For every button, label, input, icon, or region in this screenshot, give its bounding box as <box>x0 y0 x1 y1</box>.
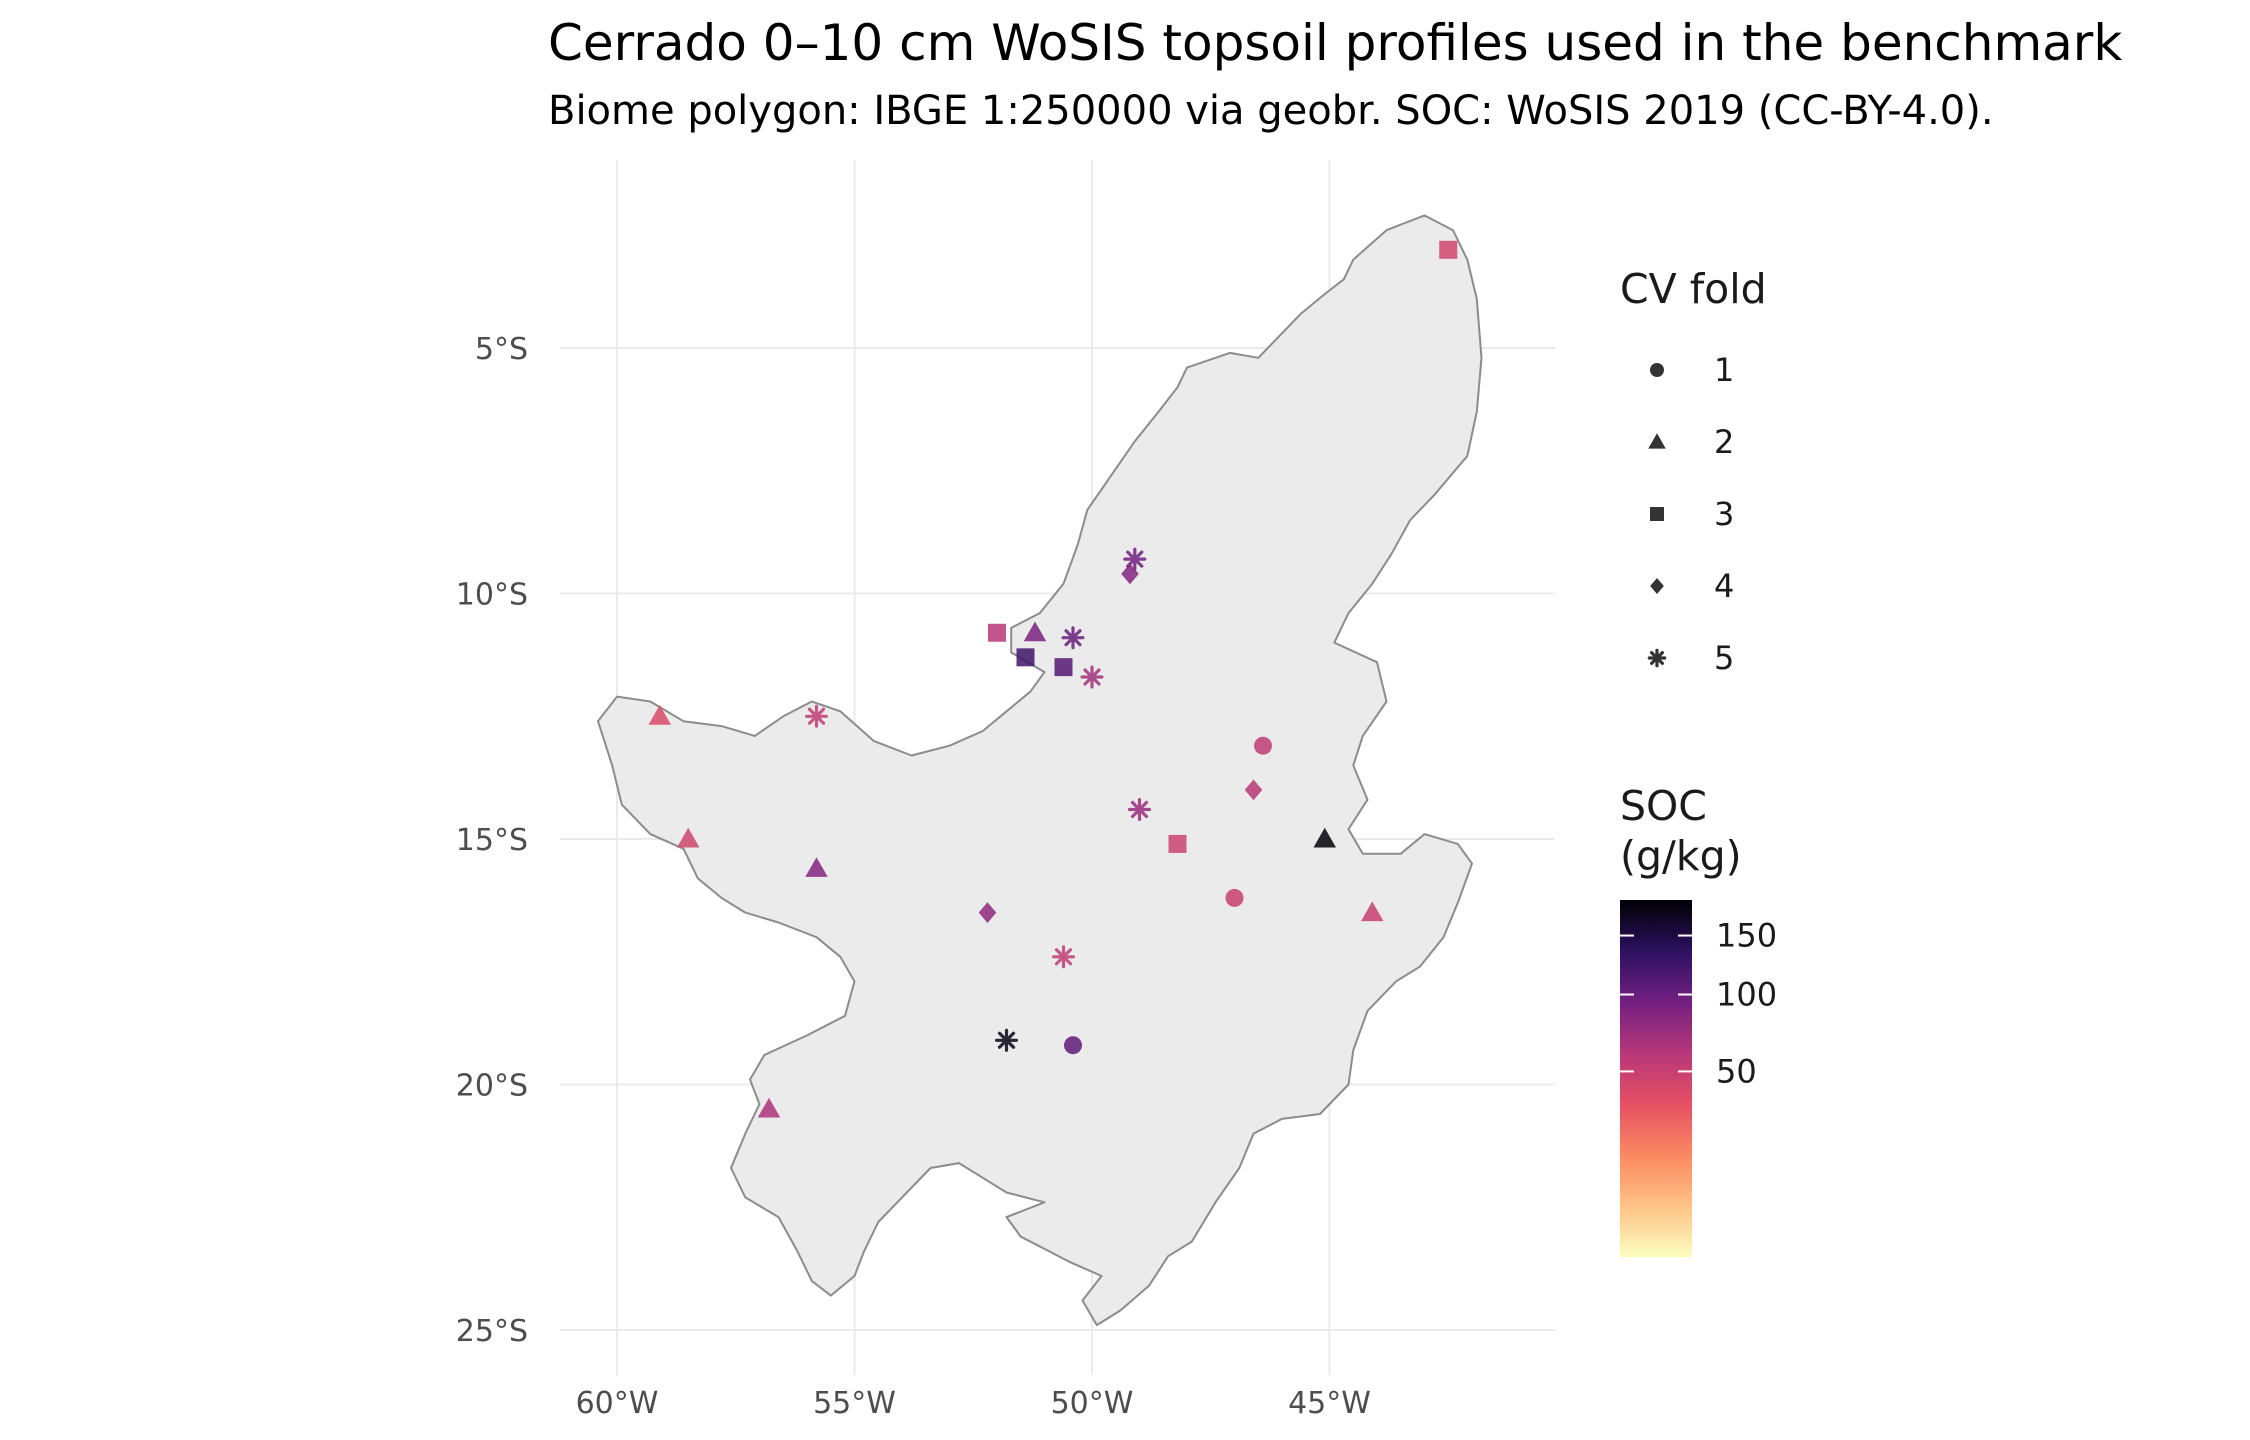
cv-fold-legend-item: 1 <box>1650 351 1734 389</box>
soil-profile-point <box>995 1028 1018 1052</box>
soil-profile-point <box>805 704 828 728</box>
soil-profile-point <box>1054 658 1073 677</box>
soil-profile-point <box>1080 665 1104 689</box>
soil-profile-point <box>1052 945 1075 969</box>
soil-profile-points <box>648 240 1458 1118</box>
latitude-tick-label: 25°S <box>456 1314 528 1349</box>
soil-profile-point <box>805 857 828 877</box>
soil-profile-point <box>978 902 997 923</box>
cv-fold-legend-item: 2 <box>1648 423 1734 461</box>
soil-profile-point <box>757 1097 781 1118</box>
soil-profile-point <box>1244 779 1263 801</box>
soil-profile-point <box>1064 1036 1082 1055</box>
cv-fold-legend-item: 5 <box>1647 639 1734 677</box>
latitude-tick-label: 10°S <box>456 578 528 613</box>
latitude-tick-label: 5°S <box>475 332 528 367</box>
soil-profile-point <box>1023 621 1047 642</box>
cerrado-biome-polygon <box>597 214 1483 1327</box>
biome-outline <box>597 214 1483 1327</box>
soil-profile-point <box>1123 547 1147 571</box>
cv-fold-asterisk-marker <box>1647 648 1667 668</box>
colorbar-tick-label: 50 <box>1716 1052 1757 1090</box>
map-title: Cerrado 0–10 cm WoSIS topsoil profiles u… <box>548 14 2123 72</box>
cv-fold-circle-marker <box>1650 363 1664 377</box>
cv-fold-legend-label: 2 <box>1714 423 1734 461</box>
cv-fold-triangle-marker <box>1648 433 1666 449</box>
latitude-tick-label: 15°S <box>456 823 528 858</box>
soil-profile-point <box>1439 240 1458 259</box>
colorbar-tick-label: 100 <box>1716 976 1777 1014</box>
soil-profile-point <box>1128 798 1151 821</box>
cv-fold-legend-label: 5 <box>1714 639 1734 677</box>
soil-profile-point <box>1254 736 1272 755</box>
latitude-tick-label: 20°S <box>456 1069 528 1104</box>
soil-profile-point <box>1168 834 1187 853</box>
cv-fold-legend-label: 4 <box>1714 567 1734 605</box>
cv-fold-diamond-marker <box>1650 577 1664 595</box>
cv-fold-legend-item: 3 <box>1650 495 1734 533</box>
soc-colorbar <box>1620 900 1692 1257</box>
cv-fold-legend-item: 4 <box>1650 567 1734 605</box>
longitude-tick-label: 45°W <box>1288 1386 1371 1421</box>
cv-fold-legend-label: 1 <box>1714 351 1734 389</box>
soil-profile-point <box>988 623 1006 642</box>
colorbar-tick-label: 150 <box>1716 917 1777 955</box>
longitude-tick-label: 50°W <box>1051 1386 1134 1421</box>
soil-profile-point <box>648 705 671 725</box>
soc-legend-title-line2: (g/kg) <box>1620 832 1742 880</box>
longitude-tick-labels: 60°W 55°W 50°W 45°W <box>576 1386 1371 1421</box>
map-subtitle: Biome polygon: IBGE 1:250000 via geobr. … <box>548 88 1994 134</box>
soil-profile-point <box>1121 563 1139 585</box>
soil-profile-point <box>1313 827 1336 848</box>
soil-profile-point <box>1016 648 1035 667</box>
longitude-tick-label: 60°W <box>576 1386 659 1421</box>
soc-legend-title-line1: SOC <box>1620 782 1707 830</box>
cv-fold-legend: CV fold 1 2 3 4 5 <box>1620 265 1767 677</box>
cv-fold-legend-label: 3 <box>1714 495 1734 533</box>
soil-profile-point <box>677 827 700 848</box>
soil-profile-point <box>1361 901 1384 922</box>
latitude-tick-labels: 5°S 10°S 15°S 20°S 25°S <box>456 332 528 1349</box>
cv-fold-square-marker <box>1650 507 1664 521</box>
soil-profile-point <box>1061 626 1085 650</box>
cv-fold-legend-title: CV fold <box>1620 265 1767 313</box>
soil-profile-point <box>1225 888 1244 907</box>
longitude-tick-label: 55°W <box>813 1386 896 1421</box>
soc-colorbar-legend: SOC (g/kg) 150 100 50 <box>1620 782 1777 1257</box>
